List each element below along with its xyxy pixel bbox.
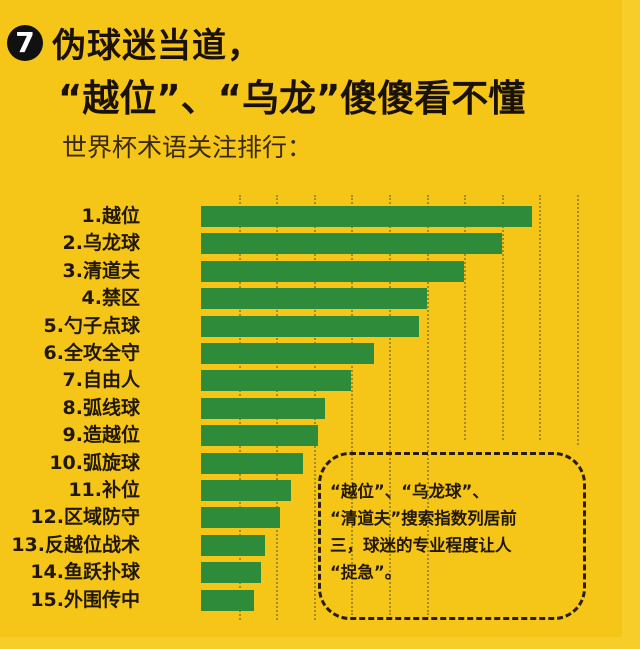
chart-row: 6.全攻全守: [0, 339, 600, 367]
chart-row: 10.弧旋球: [0, 449, 600, 477]
chart-row: 5.勺子点球: [0, 312, 600, 340]
chart-row: 15.外围传中: [0, 586, 600, 614]
dashed-note-box: [318, 452, 586, 620]
chart-row: 3.清道夫: [0, 257, 600, 285]
gridline: [501, 195, 504, 440]
bar: [201, 288, 427, 310]
note-line-2: “清道夫”搜索指数列居前: [330, 509, 517, 528]
bar: [201, 589, 254, 611]
chart-row: 1.越位: [0, 202, 600, 230]
bar: [201, 315, 420, 337]
category-label: 8.弧线球: [62, 396, 140, 419]
bar: [201, 206, 532, 227]
bar: [201, 260, 465, 282]
bottom-border-strip: [0, 637, 640, 649]
category-label: 6.全攻全守: [43, 342, 140, 364]
note-line-4: “捉急”。: [330, 563, 402, 582]
category-label: 4.禁区: [81, 287, 140, 310]
chart-row: 12.区域防守: [0, 503, 600, 531]
title-line-1: 伪球迷当道，: [52, 26, 262, 66]
bar: [201, 233, 502, 255]
note-text: “越位”、“乌龙球”、 “清道夫”搜索指数列居前 三，球迷的专业程度让人 “捉急…: [330, 478, 580, 586]
category-label: 9.造越位: [62, 424, 140, 447]
category-label: 10.弧旋球: [49, 451, 140, 474]
gridline: [426, 195, 429, 615]
chart-row: 8.弧线球: [0, 394, 600, 422]
bar: [201, 425, 318, 447]
gridline: [539, 195, 542, 440]
title-line-2: “越位”、“乌龙”傻傻看不懂: [58, 77, 526, 120]
category-label: 5.勺子点球: [43, 314, 140, 337]
bar: [201, 452, 303, 474]
chart-row: 14.鱼跃扑球: [0, 558, 600, 586]
category-label: 3.清道夫: [62, 259, 140, 282]
gridline: [464, 195, 467, 440]
number-badge: 7: [7, 25, 43, 61]
category-label: 2.乌龙球: [62, 232, 140, 255]
chart-row: 7.自由人: [0, 366, 600, 394]
category-label: 12.区域防守: [30, 506, 140, 529]
note-line-3: 三，球迷的专业程度让人: [330, 536, 512, 555]
category-label: 11.补位: [68, 479, 140, 501]
chart-row: 4.禁区: [0, 284, 600, 312]
chart-subtitle: 世界杯术语关注排行：: [62, 133, 313, 162]
chart-row: 11.补位: [0, 476, 600, 504]
category-label: 13.反越位战术: [11, 533, 140, 556]
chart-row: 2.乌龙球: [0, 229, 600, 257]
chart-row: 9.造越位: [0, 421, 600, 449]
gridline: [577, 195, 579, 445]
bar: [201, 370, 352, 392]
gridline: [351, 195, 354, 615]
bar: [201, 480, 292, 501]
category-label: 15.外围传中: [30, 588, 140, 611]
note-line-1: “越位”、“乌龙球”、: [330, 482, 489, 501]
right-border-strip: [622, 0, 640, 649]
category-label: 14.鱼跃扑球: [30, 561, 140, 584]
chart-row: 13.反越位战术: [0, 531, 600, 559]
bar: [201, 507, 280, 529]
bar: [201, 562, 262, 584]
gridline: [389, 195, 391, 615]
bar: [201, 397, 326, 419]
bar: [201, 343, 374, 364]
bar: [201, 534, 265, 556]
category-label: 7.自由人: [62, 369, 140, 392]
category-label: 1.越位: [81, 205, 140, 227]
